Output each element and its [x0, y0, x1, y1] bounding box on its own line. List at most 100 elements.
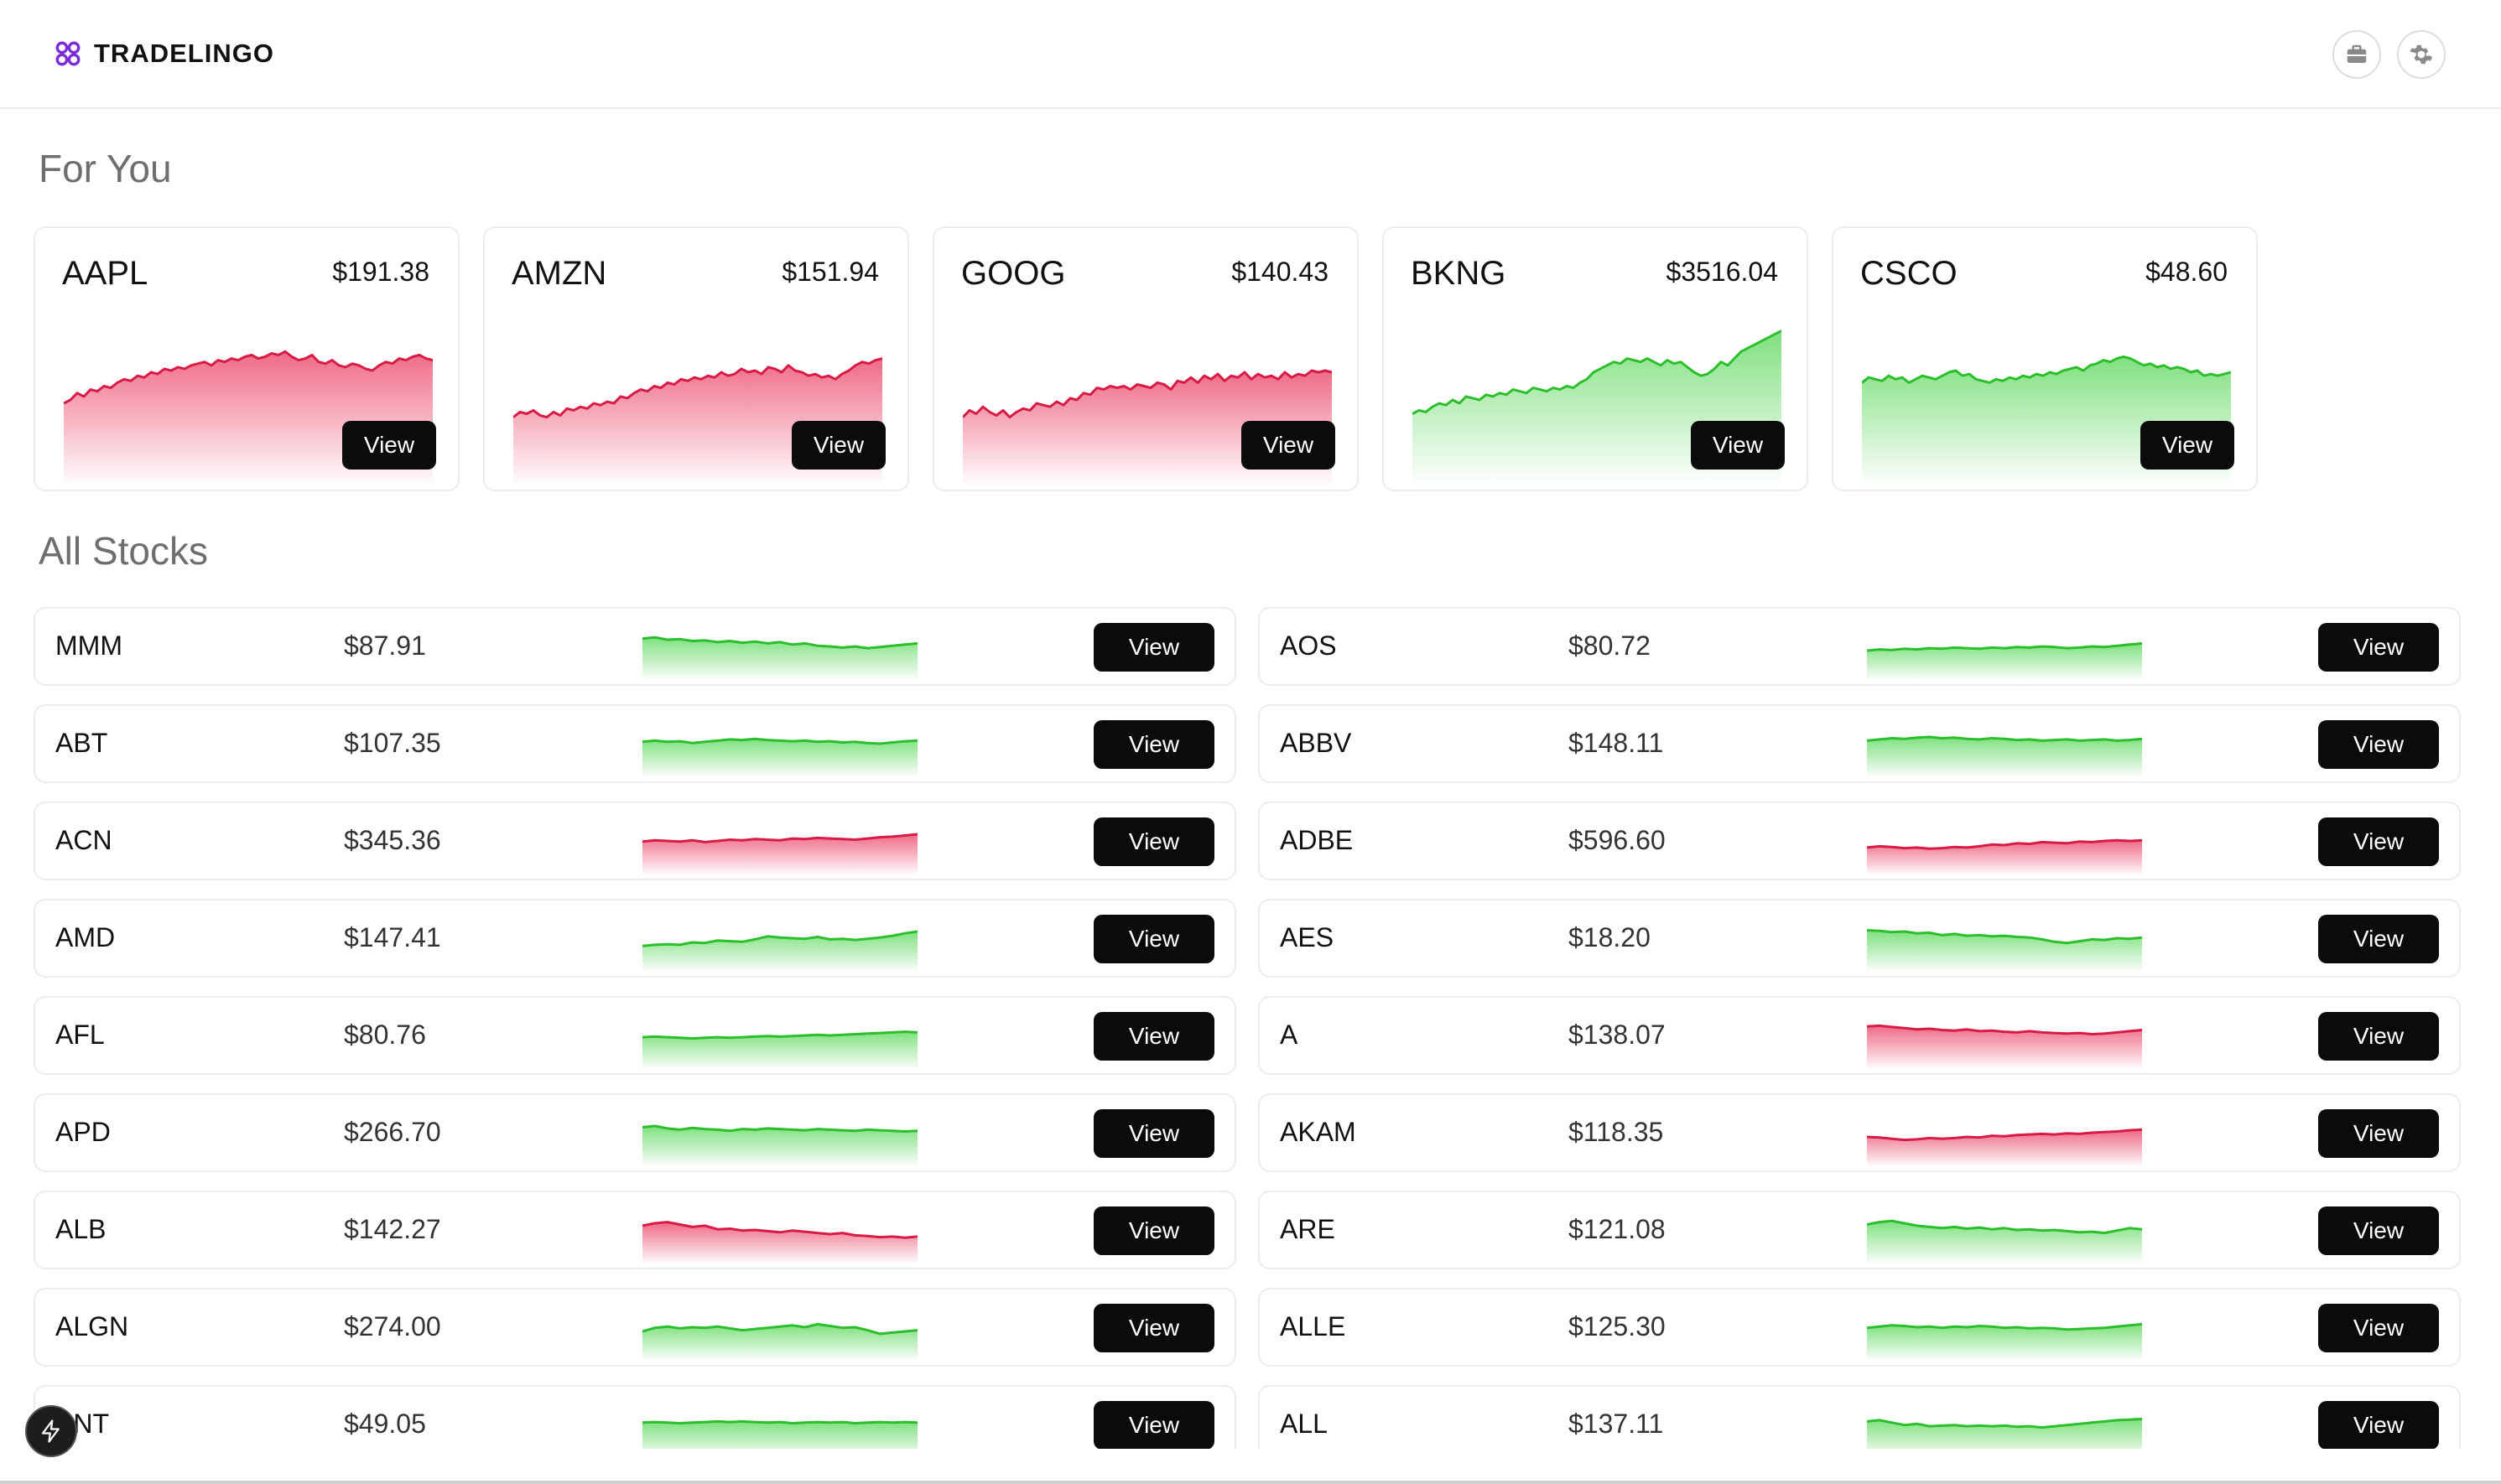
stock-price: $151.94 — [782, 257, 879, 287]
stock-card-bkng[interactable]: BKNG $3516.04 View — [1382, 226, 1808, 491]
stock-price: $140.43 — [1231, 257, 1328, 287]
gear-icon — [2410, 44, 2433, 65]
stock-symbol: BKNG — [1411, 255, 1506, 292]
view-button[interactable]: View — [792, 421, 886, 470]
view-button[interactable]: View — [2318, 1401, 2439, 1449]
stock-price: $49.05 — [344, 1409, 426, 1439]
view-button[interactable]: View — [2318, 623, 2439, 672]
stock-row-adbe[interactable]: ADBE $596.60 View — [1258, 802, 2461, 880]
stock-card-csco[interactable]: CSCO $48.60 View — [1832, 226, 2258, 491]
stock-row-aes[interactable]: AES $18.20 View — [1258, 899, 2461, 978]
view-button[interactable]: View — [2318, 1012, 2439, 1061]
sparkline-chart — [1866, 641, 2143, 681]
stock-card-amzn[interactable]: AMZN $151.94 View — [483, 226, 909, 491]
view-button[interactable]: View — [2318, 1206, 2439, 1255]
sparkline-line — [1866, 1128, 2143, 1142]
stock-sparkline — [1866, 617, 2143, 681]
sparkline-chart — [642, 1419, 918, 1449]
sparkline-chart — [642, 1124, 918, 1167]
stock-price: $191.38 — [332, 257, 429, 287]
view-button[interactable]: View — [1691, 421, 1785, 470]
stock-sparkline — [1866, 1103, 2143, 1167]
stock-row-all[interactable]: ALL $137.11 View — [1258, 1385, 2461, 1449]
portfolio-button[interactable] — [2332, 30, 2381, 79]
stock-symbol: ABBV — [1280, 728, 1352, 758]
view-button[interactable]: View — [1241, 421, 1335, 470]
stock-row-acn[interactable]: ACN $345.36 View — [34, 802, 1236, 880]
stock-symbol: CSCO — [1860, 255, 1958, 292]
sparkline-chart — [642, 930, 918, 973]
stock-symbol: ALB — [55, 1214, 107, 1244]
view-button[interactable]: View — [1094, 1206, 1214, 1255]
stock-row-akam[interactable]: AKAM $118.35 View — [1258, 1093, 2461, 1172]
sparkline-area — [1867, 643, 2142, 681]
stock-row-alle[interactable]: ALLE $125.30 View — [1258, 1288, 2461, 1367]
stock-row-algn[interactable]: ALGN $274.00 View — [34, 1288, 1236, 1367]
view-button[interactable]: View — [2318, 817, 2439, 866]
stock-symbol: AMD — [55, 922, 116, 952]
sparkline-area — [642, 1126, 918, 1167]
view-button[interactable]: View — [1094, 1012, 1214, 1061]
stock-row-mmm[interactable]: MMM $87.91 View — [34, 607, 1236, 686]
brand[interactable]: TRADELINGO — [54, 39, 274, 69]
sparkline-line — [1866, 735, 2143, 742]
view-button[interactable]: View — [2318, 915, 2439, 963]
view-button[interactable]: View — [1094, 1401, 1214, 1449]
stock-row-aos[interactable]: AOS $80.72 View — [1258, 607, 2461, 686]
sparkline-line — [1861, 355, 2232, 384]
stock-row-ant[interactable]: ANT $49.05 View — [34, 1385, 1236, 1449]
stock-sparkline — [1866, 1201, 2143, 1264]
sparkline-chart — [1866, 1418, 2143, 1449]
stock-sparkline — [1866, 1006, 2143, 1070]
window-bottom-edge — [0, 1481, 2501, 1484]
sparkline-line — [961, 369, 1333, 419]
stock-price: $142.27 — [344, 1214, 441, 1244]
view-button[interactable]: View — [2318, 1109, 2439, 1158]
stock-row-are[interactable]: ARE $121.08 View — [1258, 1191, 2461, 1269]
stock-card-aapl[interactable]: AAPL $191.38 View — [34, 226, 460, 491]
stock-sparkline — [642, 909, 918, 973]
sparkline-chart — [642, 833, 918, 875]
stock-row-abt[interactable]: ABT $107.35 View — [34, 704, 1236, 783]
stock-symbol: A — [1280, 1020, 1298, 1050]
tradelingo-logo-icon — [55, 41, 81, 66]
for-you-title: For You — [39, 147, 172, 190]
sparkline-chart — [1866, 929, 2143, 973]
view-button[interactable]: View — [1094, 817, 1214, 866]
stock-card-goog[interactable]: GOOG $140.43 View — [933, 226, 1359, 491]
view-button[interactable]: View — [2318, 720, 2439, 769]
view-button[interactable]: View — [1094, 1304, 1214, 1352]
view-button[interactable]: View — [2140, 421, 2234, 470]
view-button[interactable]: View — [1094, 623, 1214, 672]
sparkline-area — [642, 834, 918, 875]
stock-row-alb[interactable]: ALB $142.27 View — [34, 1191, 1236, 1269]
stock-price: $147.41 — [344, 922, 441, 952]
view-button[interactable]: View — [1094, 1109, 1214, 1158]
stock-price: $18.20 — [1568, 922, 1651, 952]
stock-row-a[interactable]: A $138.07 View — [1258, 996, 2461, 1075]
sparkline-chart — [1866, 735, 2143, 778]
stock-sparkline — [1866, 1298, 2143, 1362]
view-button[interactable]: View — [2318, 1304, 2439, 1352]
stock-row-amd[interactable]: AMD $147.41 View — [34, 899, 1236, 978]
sparkline-area — [642, 739, 918, 778]
stock-price: $48.60 — [2145, 257, 2228, 287]
view-button[interactable]: View — [342, 421, 436, 470]
stock-row-afl[interactable]: AFL $80.76 View — [34, 996, 1236, 1075]
sparkline-line — [642, 1124, 918, 1133]
stock-row-apd[interactable]: APD $266.70 View — [34, 1093, 1236, 1172]
sparkline-line — [642, 1419, 918, 1424]
stock-sparkline — [1866, 812, 2143, 875]
quick-action-button[interactable] — [25, 1405, 77, 1457]
sparkline-area — [1867, 737, 2142, 778]
stock-sparkline — [642, 617, 918, 681]
settings-button[interactable] — [2397, 30, 2446, 79]
sparkline-area — [642, 1324, 918, 1362]
sparkline-chart — [642, 1322, 918, 1362]
stock-row-abbv[interactable]: ABBV $148.11 View — [1258, 704, 2461, 783]
stock-symbol: AKAM — [1280, 1117, 1356, 1147]
sparkline-area — [64, 351, 433, 486]
view-button[interactable]: View — [1094, 915, 1214, 963]
stock-price: $118.35 — [1568, 1117, 1664, 1147]
view-button[interactable]: View — [1094, 720, 1214, 769]
